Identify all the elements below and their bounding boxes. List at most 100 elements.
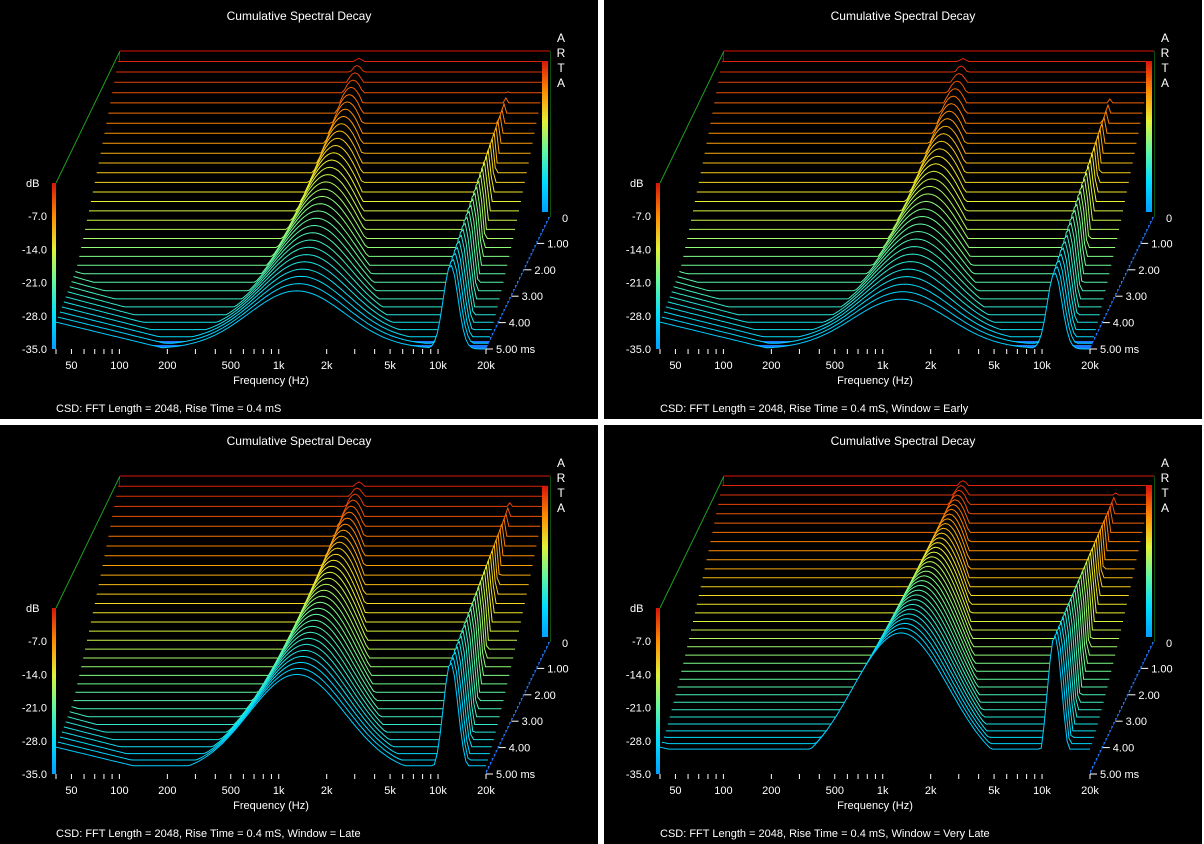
x-tick-label: 100: [110, 360, 128, 372]
db-color-scale: [656, 608, 660, 774]
y-tick-label: -28.0: [626, 311, 651, 323]
time-tick-label: 4.00: [509, 743, 530, 755]
slice-line: [55, 662, 486, 767]
slice-line: [716, 494, 1147, 515]
x-tick-label: 2k: [321, 785, 333, 797]
slice-line: [100, 123, 531, 154]
slice-line: [65, 635, 496, 733]
x-tick-label: 20k: [1081, 785, 1099, 797]
y-axis-label: dB: [630, 178, 643, 190]
slice-line: [675, 222, 1106, 292]
x-ticks: [659, 349, 1091, 354]
csd-chart-svg: Cumulative Spectral Decay dB -7.0 -14.0 -21.…: [22, 434, 569, 840]
y-tick-label: -7.0: [632, 636, 651, 648]
chart-caption: CSD: FFT Length = 2048, Rise Time = 0.4 …: [56, 403, 281, 415]
slice-line: [698, 146, 1129, 183]
x-tick-label: 5k: [384, 785, 396, 797]
slice-line: [706, 118, 1137, 144]
rear-color-bar: [542, 61, 548, 212]
rear-zero-label: 0: [1166, 638, 1172, 650]
csd-chart-svg: Cumulative Spectral Decay dB -7.0 -14.0 -21.…: [626, 9, 1173, 415]
time-tick-label: 3.00: [1126, 716, 1147, 728]
chart-caption: CSD: FFT Length = 2048, Rise Time = 0.4 …: [660, 828, 990, 840]
x-tick-label: 10k: [429, 360, 447, 372]
slice-fill: [660, 632, 1090, 774]
x-tick-label: 200: [158, 360, 176, 372]
svg-text:A: A: [557, 456, 565, 470]
slice-line: [116, 487, 547, 497]
slice-line: [104, 523, 535, 557]
slice-line: [659, 272, 1090, 350]
x-tick-label: 500: [826, 360, 844, 372]
y-tick-label: -14.0: [22, 244, 47, 256]
slice-line: [712, 503, 1143, 533]
time-tick-label: 5.00 ms: [1100, 344, 1140, 356]
slice-line: [663, 259, 1094, 338]
rear-zero-label: 0: [562, 213, 568, 225]
chart-title: Cumulative Spectral Decay: [831, 9, 976, 23]
x-tick-label: 200: [762, 785, 780, 797]
slice-line: [685, 190, 1116, 248]
x-tick-label: 20k: [477, 785, 495, 797]
x-tick-label: 10k: [429, 785, 447, 797]
x-tick-label: 2k: [925, 360, 937, 372]
x-tick-label: 10k: [1033, 785, 1051, 797]
slice-line: [59, 651, 490, 755]
slice-line: [702, 133, 1133, 164]
slice-line: [90, 155, 521, 202]
slice-line: [720, 484, 1151, 496]
slice-line: [57, 258, 488, 344]
svg-text:T: T: [1161, 486, 1169, 500]
slice-line: [57, 656, 488, 761]
slice-line: [712, 95, 1143, 114]
db-color-scale: [52, 183, 56, 349]
slice-line: [89, 161, 519, 212]
svg-text:T: T: [557, 486, 565, 500]
slice-line: [67, 629, 498, 725]
slice-line: [110, 86, 541, 104]
x-tick-label: 50: [65, 360, 77, 372]
time-tick-label: 1.00: [1151, 238, 1172, 250]
slice-line: [661, 266, 1092, 344]
slice-line: [722, 480, 1153, 486]
y-tick-label: -35.0: [22, 769, 47, 781]
slice-line: [108, 511, 539, 537]
slice-line: [87, 167, 517, 221]
slice-line: [73, 210, 504, 283]
x-tick-label: 1k: [877, 360, 889, 372]
time-tick-label: 3.00: [522, 291, 543, 303]
csd-panel-2: Cumulative Spectral Decay dB -7.0 -14.0 -21.…: [604, 0, 1202, 419]
slice-line: [71, 618, 502, 710]
rear-color-bar: [1146, 486, 1152, 637]
y-tick-label: -28.0: [626, 736, 651, 748]
chart-caption: CSD: FFT Length = 2048, Rise Time = 0.4 …: [660, 403, 969, 415]
slice-line: [718, 489, 1149, 505]
slice-line: [69, 222, 500, 300]
time-tick-label: 4.00: [1113, 743, 1134, 755]
decay-slices: [659, 475, 1154, 774]
slice-line: [691, 171, 1121, 221]
y-tick-label: -28.0: [22, 736, 47, 748]
slice-line: [75, 204, 506, 275]
slice-line: [681, 203, 1112, 266]
x-tick-label: 20k: [1081, 360, 1099, 372]
svg-text:A: A: [1161, 456, 1169, 470]
svg-text:R: R: [1161, 471, 1170, 485]
chart-title: Cumulative Spectral Decay: [831, 434, 976, 448]
slice-line: [102, 529, 533, 566]
slice-line: [112, 79, 543, 94]
time-tick-label: 1.00: [547, 663, 568, 675]
y-tick-label: -14.0: [626, 669, 651, 681]
slice-line: [118, 57, 549, 62]
y-tick-label: -14.0: [626, 244, 651, 256]
svg-text:A: A: [1161, 31, 1169, 45]
x-tick-label: 5k: [384, 360, 396, 372]
slice-line: [77, 602, 508, 685]
csd-panel-1: Cumulative Spectral Decay dB -7.0 -14.0 -21.…: [0, 0, 598, 419]
slice-line: [720, 65, 1151, 73]
slice-line: [98, 130, 529, 164]
decay-slices: [659, 50, 1154, 350]
csd-chart-svg: Cumulative Spectral Decay dB -7.0 -14.0 -21.…: [22, 9, 569, 415]
